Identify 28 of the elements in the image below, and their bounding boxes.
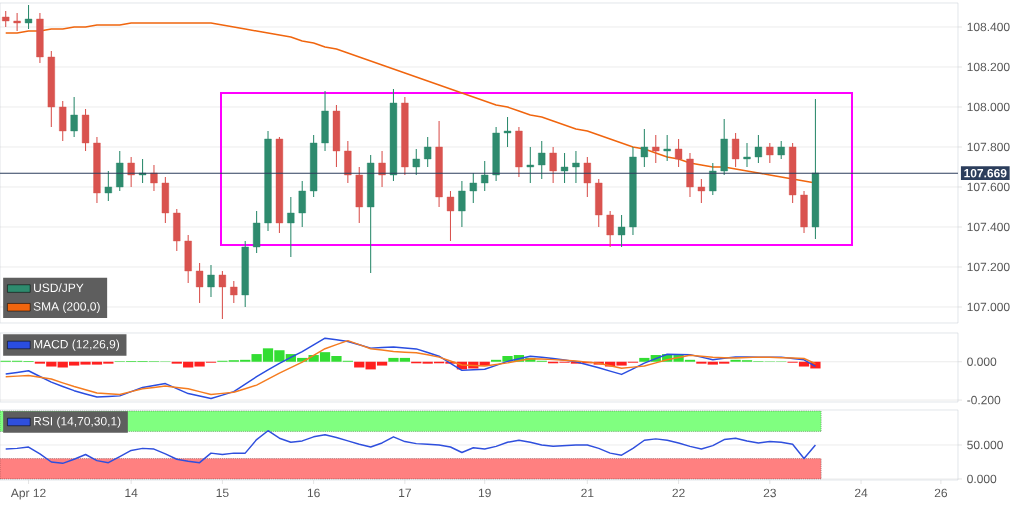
x-tick-label: 15	[216, 488, 229, 498]
legend-label: SMA (200,0)	[33, 301, 100, 314]
y-tick-label: 107.000	[967, 302, 1010, 312]
x-tick-label: 16	[307, 488, 320, 498]
x-tick-label: 26	[934, 488, 948, 498]
y-tick-label: 108.000	[967, 102, 1010, 112]
y-tick-label: 107.200	[967, 262, 1010, 272]
y-tick-label: 108.200	[967, 62, 1010, 72]
y-tick-label: 107.400	[967, 222, 1010, 232]
ref-line-label: 107.669	[964, 168, 1007, 178]
x-tick-label: 21	[581, 488, 594, 498]
y-tick-label: 107.600	[967, 182, 1010, 192]
y-tick-label: -0.200	[967, 395, 1001, 405]
legend-label: USD/JPY	[34, 283, 84, 293]
legend-label: MACD (12,26,9)	[34, 339, 120, 351]
x-tick-label: 22	[672, 488, 685, 498]
y-tick-label: 50.000	[967, 440, 1003, 450]
y-tick-label: 108.400	[967, 22, 1010, 32]
x-tick-label: Apr 12	[10, 488, 46, 500]
legend-label: RSI (14,70,30,1)	[34, 416, 121, 428]
y-tick-label: 0.000	[967, 357, 997, 366]
x-tick-label: 19	[478, 488, 491, 498]
y-tick-label: 0.000	[967, 474, 997, 484]
x-tick-label: 23	[763, 488, 776, 498]
x-tick-label: 24	[854, 488, 868, 498]
y-tick-label: 107.800	[967, 142, 1010, 152]
x-tick-label: 14	[125, 488, 138, 497]
x-tick-label: 17	[399, 488, 411, 497]
